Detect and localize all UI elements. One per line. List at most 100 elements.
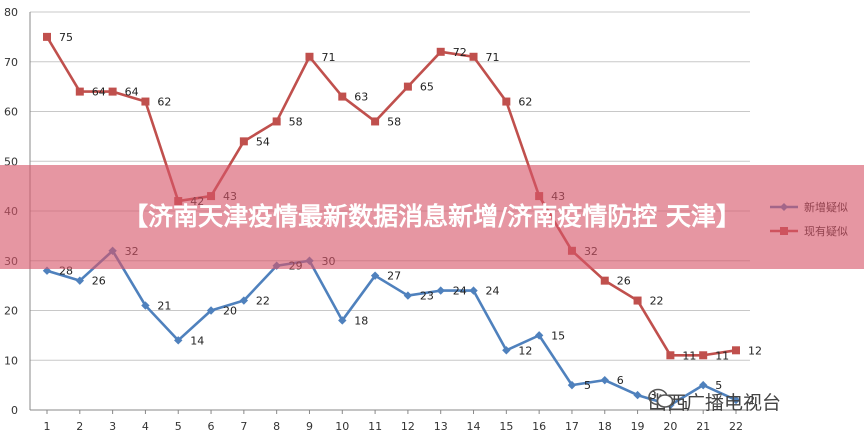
data-point <box>305 52 314 61</box>
x-tick-label: 13 <box>434 420 448 433</box>
data-label: 23 <box>420 290 434 303</box>
y-tick-label: 10 <box>4 354 18 367</box>
data-label: 71 <box>486 51 500 64</box>
series-line-1 <box>46 249 737 407</box>
data-point <box>567 380 577 390</box>
data-point <box>502 97 511 106</box>
data-label: 64 <box>125 86 139 99</box>
data-point <box>534 331 544 340</box>
data-point <box>403 82 412 91</box>
y-tick-label: 80 <box>4 6 18 19</box>
x-tick-label: 10 <box>335 420 349 433</box>
data-label: 14 <box>190 334 204 347</box>
data-label: 63 <box>354 91 368 104</box>
data-point <box>502 346 511 355</box>
x-tick-label: 11 <box>368 420 382 433</box>
data-label: 64 <box>92 86 106 99</box>
data-point <box>371 117 380 126</box>
data-label: 18 <box>354 314 368 327</box>
data-point <box>699 351 708 360</box>
data-point <box>75 87 84 96</box>
data-label: 24 <box>453 285 467 298</box>
x-tick-label: 14 <box>467 420 481 433</box>
data-point <box>666 351 675 360</box>
data-point <box>469 52 478 61</box>
data-point <box>403 291 413 300</box>
data-label: 62 <box>518 96 532 109</box>
data-point <box>239 296 249 305</box>
x-tick-label: 16 <box>532 420 546 433</box>
data-label: 54 <box>256 135 270 148</box>
data-label: 58 <box>387 115 401 128</box>
data-label: 65 <box>420 81 434 94</box>
x-tick-label: 12 <box>401 420 415 433</box>
x-tick-label: 4 <box>142 420 149 433</box>
data-point <box>600 276 609 285</box>
data-label: 24 <box>486 285 500 298</box>
wechat-icon <box>648 388 674 408</box>
data-label: 2 <box>748 394 755 407</box>
watermark: 山西广播电视台 <box>648 388 781 414</box>
y-tick-label: 70 <box>4 56 18 69</box>
data-label: 1 <box>682 399 689 412</box>
data-point <box>633 390 642 400</box>
data-label: 15 <box>551 329 565 342</box>
data-label: 12 <box>748 344 762 357</box>
data-point <box>174 336 183 345</box>
x-tick-label: 21 <box>696 420 710 433</box>
x-tick-label: 17 <box>565 420 579 433</box>
data-point <box>436 286 445 295</box>
x-tick-label: 7 <box>240 420 247 433</box>
data-point <box>338 92 347 101</box>
data-label: 3 <box>650 389 657 402</box>
data-label: 27 <box>387 270 401 283</box>
data-label: 11 <box>682 349 696 362</box>
data-label: 71 <box>321 51 335 64</box>
x-tick-label: 6 <box>208 420 215 433</box>
data-point <box>239 137 248 146</box>
data-label: 12 <box>518 344 532 357</box>
x-tick-label: 3 <box>109 420 116 433</box>
x-tick-label: 18 <box>598 420 612 433</box>
data-point <box>600 375 609 385</box>
data-point <box>698 380 708 390</box>
x-tick-label: 15 <box>499 420 513 433</box>
data-point <box>338 316 347 325</box>
title-banner: 【济南天津疫情最新数据消息新增/济南疫情防控 天津】 <box>0 165 864 269</box>
data-label: 5 <box>584 379 591 392</box>
data-label: 75 <box>59 31 73 44</box>
x-tick-label: 20 <box>663 420 677 433</box>
data-point <box>141 97 150 106</box>
data-label: 20 <box>223 305 237 318</box>
data-point <box>633 296 642 305</box>
data-label: 62 <box>157 96 171 109</box>
x-tick-label: 2 <box>76 420 83 433</box>
data-point <box>732 346 740 355</box>
watermark-text: 山西广播电视台 <box>648 391 782 414</box>
y-tick-label: 20 <box>4 305 18 318</box>
x-tick-label: 1 <box>44 420 51 433</box>
data-point <box>370 271 380 280</box>
data-label: 11 <box>715 349 729 362</box>
x-tick-label: 5 <box>175 420 182 433</box>
x-tick-label: 22 <box>729 420 743 433</box>
data-label: 22 <box>256 295 270 308</box>
data-label: 26 <box>617 275 631 288</box>
data-label: 26 <box>92 275 106 288</box>
data-point <box>436 47 445 56</box>
data-label: 21 <box>157 300 171 313</box>
data-point <box>75 276 85 285</box>
data-label: 22 <box>650 295 664 308</box>
page-title: 【济南天津疫情最新数据消息新增/济南疫情防控 天津】 <box>123 202 741 231</box>
data-label: 5 <box>715 379 722 392</box>
series-line-2 <box>45 36 737 357</box>
x-tick-label: 9 <box>306 420 313 433</box>
data-point <box>108 87 117 96</box>
data-label: 58 <box>289 115 303 128</box>
data-point <box>469 286 478 295</box>
y-tick-label: 60 <box>4 106 18 119</box>
x-tick-label: 19 <box>631 420 645 433</box>
data-point <box>731 395 741 405</box>
data-point <box>43 32 51 41</box>
